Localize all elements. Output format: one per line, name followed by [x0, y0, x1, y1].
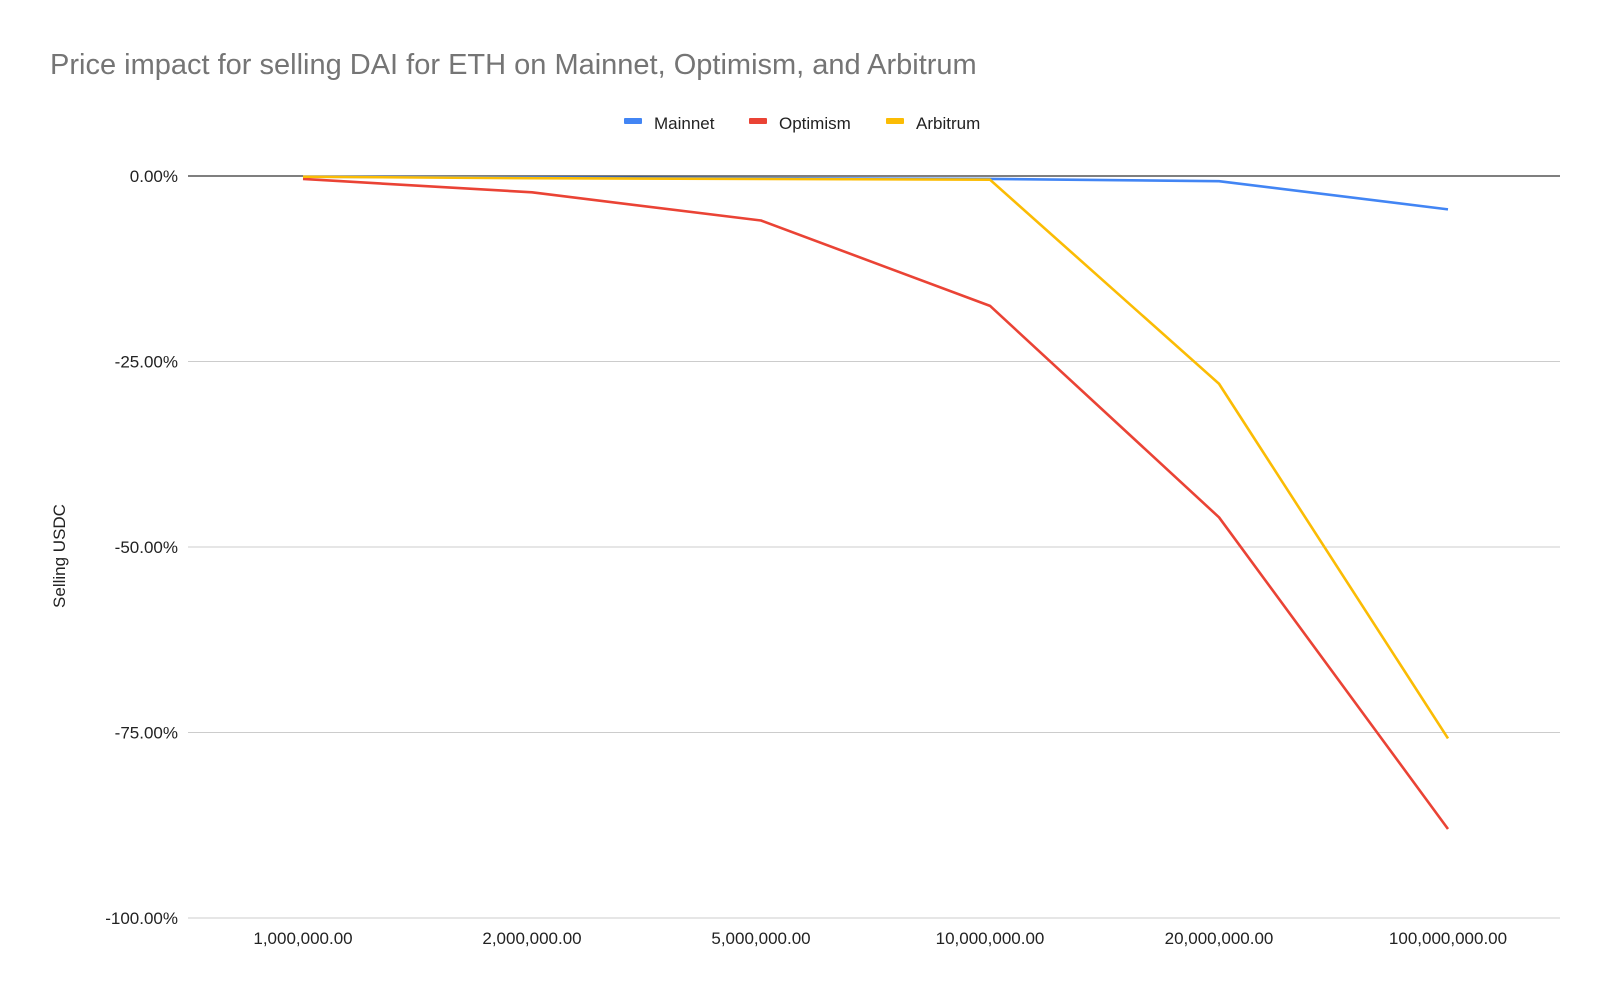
series-line-arbitrum: [302, 175, 1450, 740]
x-tick-label: 5,000,000.00: [711, 929, 810, 948]
x-axis-ticks: 1,000,000.00 2,000,000.00 5,000,000.00 10,0…: [253, 929, 1507, 948]
legend: Mainnet Optimism Arbitrum: [624, 114, 980, 133]
legend-swatch-optimism: [749, 118, 767, 124]
gridlines: [188, 175, 1560, 919]
y-axis-title: Selling USDC: [50, 504, 69, 608]
x-tick-label: 1,000,000.00: [253, 929, 352, 948]
y-tick-label: -50.00%: [115, 538, 178, 557]
legend-label-optimism: Optimism: [779, 114, 851, 133]
legend-label-mainnet: Mainnet: [654, 114, 715, 133]
y-tick-label: -25.00%: [115, 353, 178, 372]
y-axis-ticks: 0.00% -25.00% -50.00% -75.00% -100.00%: [105, 167, 178, 928]
legend-swatch-arbitrum: [886, 118, 904, 124]
chart-title: Price impact for selling DAI for ETH on …: [50, 49, 977, 81]
y-tick-label: -100.00%: [105, 909, 178, 928]
y-tick-label: 0.00%: [130, 167, 178, 186]
series-lines: [302, 175, 1450, 830]
x-tick-label: 2,000,000.00: [482, 929, 581, 948]
x-tick-label: 20,000,000.00: [1165, 929, 1274, 948]
legend-label-arbitrum: Arbitrum: [916, 114, 980, 133]
series-line-optimism: [302, 177, 1450, 830]
legend-swatch-mainnet: [624, 118, 642, 124]
series-line-mainnet: [302, 175, 1449, 211]
x-tick-label: 10,000,000.00: [936, 929, 1045, 948]
y-tick-label: -75.00%: [115, 724, 178, 743]
x-tick-label: 100,000,000.00: [1389, 929, 1507, 948]
